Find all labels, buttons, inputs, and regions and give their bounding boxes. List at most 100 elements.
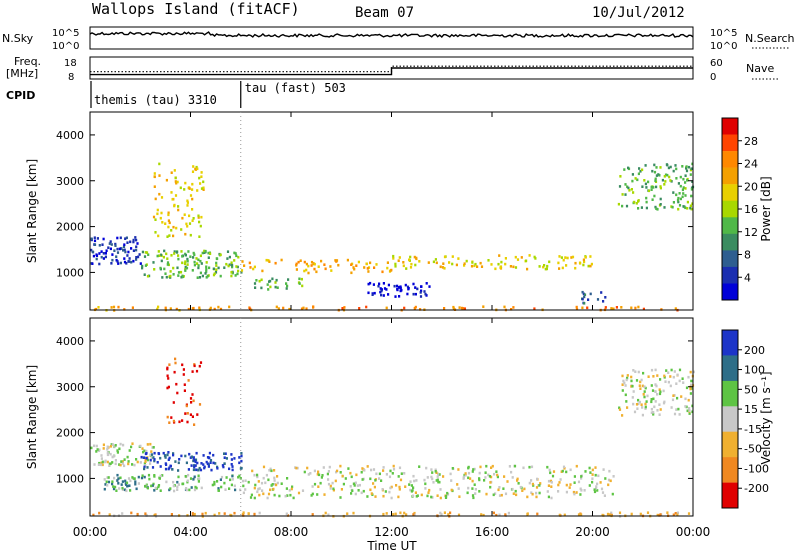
heatmap-cell bbox=[430, 475, 433, 479]
heatmap-cell bbox=[682, 192, 685, 195]
heatmap-cell bbox=[186, 263, 189, 266]
heatmap-cell bbox=[371, 293, 374, 296]
heatmap-cell bbox=[353, 484, 356, 487]
heatmap-cell bbox=[580, 477, 583, 480]
heatmap-cell bbox=[595, 485, 598, 488]
heatmap-cell bbox=[197, 216, 200, 219]
heatmap-cell bbox=[397, 286, 401, 289]
heatmap-cell bbox=[664, 180, 667, 183]
heatmap-cell bbox=[450, 479, 453, 482]
heatmap-cell bbox=[104, 459, 107, 463]
heatmap-cell bbox=[597, 474, 600, 478]
heatmap-cell bbox=[215, 264, 218, 267]
heatmap-cell bbox=[176, 180, 179, 184]
heatmap-cell bbox=[177, 461, 180, 465]
y-tick-label: 3000 bbox=[56, 175, 84, 188]
heatmap-cell bbox=[198, 306, 201, 310]
velocity-heatmap-cells bbox=[90, 357, 695, 518]
cpid-segment-label: themis (tau) 3310 bbox=[94, 93, 217, 107]
heatmap-cell bbox=[452, 307, 455, 311]
heatmap-cell bbox=[621, 383, 624, 386]
heatmap-cell bbox=[126, 484, 129, 488]
heatmap-cell bbox=[372, 468, 376, 471]
heatmap-cell bbox=[257, 487, 260, 491]
heatmap-cell bbox=[181, 482, 184, 486]
heatmap-cell bbox=[385, 512, 388, 515]
heatmap-cell bbox=[581, 290, 584, 294]
heatmap-cell bbox=[197, 258, 200, 262]
heatmap-cell bbox=[382, 466, 385, 469]
heatmap-cell bbox=[225, 476, 228, 479]
heatmap-cell bbox=[350, 271, 353, 275]
heatmap-cell bbox=[580, 513, 583, 516]
heatmap-cell bbox=[167, 225, 170, 229]
heatmap-cell bbox=[432, 260, 435, 264]
heatmap-cell bbox=[198, 235, 201, 238]
heatmap-cell bbox=[153, 451, 156, 455]
heatmap-cell bbox=[625, 378, 628, 382]
heatmap-cell bbox=[684, 405, 687, 408]
heatmap-cell bbox=[557, 261, 560, 265]
nsearch-tick-bottom: 10^0 bbox=[710, 41, 737, 52]
heatmap-cell bbox=[550, 485, 553, 488]
heatmap-cell bbox=[130, 247, 133, 250]
heatmap-cell bbox=[174, 361, 177, 365]
heatmap-cell bbox=[233, 251, 236, 255]
heatmap-cell bbox=[121, 480, 124, 483]
heatmap-cell bbox=[510, 470, 513, 474]
heatmap-cell bbox=[223, 481, 226, 485]
heatmap-cell bbox=[212, 453, 215, 457]
heatmap-cell bbox=[276, 481, 279, 485]
heatmap-cell bbox=[343, 306, 346, 309]
heatmap-cell bbox=[437, 472, 440, 476]
heatmap-cell bbox=[669, 375, 672, 378]
heatmap-cell bbox=[601, 513, 604, 517]
heatmap-cell bbox=[213, 513, 216, 517]
heatmap-cell bbox=[675, 382, 678, 385]
heatmap-cell bbox=[253, 282, 257, 285]
heatmap-cell bbox=[436, 494, 439, 497]
heatmap-cell bbox=[656, 208, 659, 211]
heatmap-cell bbox=[618, 408, 622, 411]
heatmap-cell bbox=[200, 462, 203, 465]
nsky-tick-bottom: 10^0 bbox=[52, 41, 79, 52]
heatmap-cell bbox=[186, 199, 189, 203]
heatmap-cell bbox=[95, 450, 98, 453]
heatmap-cell bbox=[423, 290, 426, 293]
heatmap-cell bbox=[594, 473, 597, 477]
cpid-segment-label: tau (fast) 503 bbox=[245, 81, 346, 95]
heatmap-cell bbox=[654, 400, 657, 403]
heatmap-cell bbox=[526, 512, 529, 516]
heatmap-cell bbox=[141, 474, 144, 477]
nave-tick-bottom: 0 bbox=[710, 72, 716, 83]
heatmap-cell bbox=[675, 177, 678, 180]
heatmap-cell bbox=[626, 185, 629, 189]
colorbar-tick-label: 24 bbox=[744, 158, 758, 171]
heatmap-cell bbox=[389, 469, 392, 473]
heatmap-cell bbox=[285, 282, 288, 285]
heatmap-cell bbox=[658, 413, 661, 416]
heatmap-cell bbox=[181, 363, 184, 367]
heatmap-cell bbox=[320, 476, 323, 479]
heatmap-cell bbox=[291, 485, 294, 489]
heatmap-cell bbox=[602, 300, 605, 303]
heatmap-cell bbox=[93, 463, 96, 466]
heatmap-cell bbox=[173, 250, 176, 253]
site-title: Wallops Island (fitACF) bbox=[92, 0, 300, 18]
heatmap-cell bbox=[493, 472, 496, 476]
heatmap-cell bbox=[192, 468, 195, 472]
heatmap-cell bbox=[441, 266, 445, 269]
heatmap-cell bbox=[214, 271, 218, 274]
heatmap-cell bbox=[169, 464, 172, 468]
heatmap-cell bbox=[573, 492, 576, 496]
colorbar-tick-label: -15 bbox=[744, 423, 762, 436]
heatmap-cell bbox=[238, 456, 241, 459]
heatmap-cell bbox=[608, 469, 611, 473]
heatmap-cell bbox=[92, 513, 95, 517]
heatmap-cell bbox=[583, 293, 587, 296]
heatmap-cell bbox=[464, 472, 467, 475]
heatmap-cell bbox=[95, 444, 98, 448]
heatmap-cell bbox=[220, 485, 223, 489]
heatmap-cell bbox=[163, 249, 166, 253]
heatmap-cell bbox=[165, 480, 168, 484]
